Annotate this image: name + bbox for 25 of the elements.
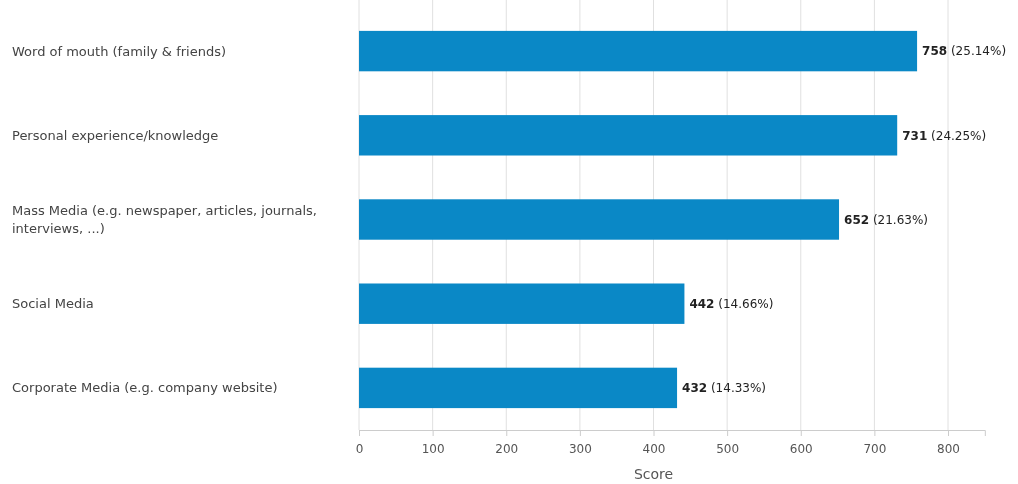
bar: [359, 367, 678, 409]
y-tick-label: Mass Media (e.g. newspaper, articles, journals, interviews, ...): [12, 203, 317, 237]
data-label: 442 (14.66%): [689, 296, 774, 311]
bar: [359, 30, 918, 72]
data-label: 432 (14.33%): [682, 381, 767, 396]
x-axis-title: Score: [633, 466, 674, 482]
x-tick-label: 600: [789, 441, 813, 456]
x-tick-label: 200: [495, 441, 519, 456]
y-tick-label: Social Media: [12, 296, 94, 312]
x-tick-label: 700: [863, 441, 887, 456]
x-tick-label: 0: [355, 441, 364, 456]
y-tick-label: Word of mouth (family & friends): [12, 43, 226, 59]
x-tick-label: 800: [937, 441, 960, 456]
bar: [359, 199, 840, 240]
data-label: 652 (21.63%): [844, 212, 929, 227]
y-tick-label: Personal experience/knowledge: [12, 127, 219, 143]
bar: [359, 283, 685, 324]
x-tick-label: 100: [421, 441, 445, 456]
y-tick-label: Corporate Media (e.g. company website): [12, 380, 278, 396]
x-tick-label: 300: [568, 441, 592, 456]
x-tick-label: 500: [716, 441, 740, 456]
data-label: 731 (24.25%): [902, 128, 987, 143]
data-label: 758 (25.14%): [922, 44, 1007, 59]
bar: [359, 115, 898, 156]
x-tick-label: 400: [642, 441, 666, 456]
